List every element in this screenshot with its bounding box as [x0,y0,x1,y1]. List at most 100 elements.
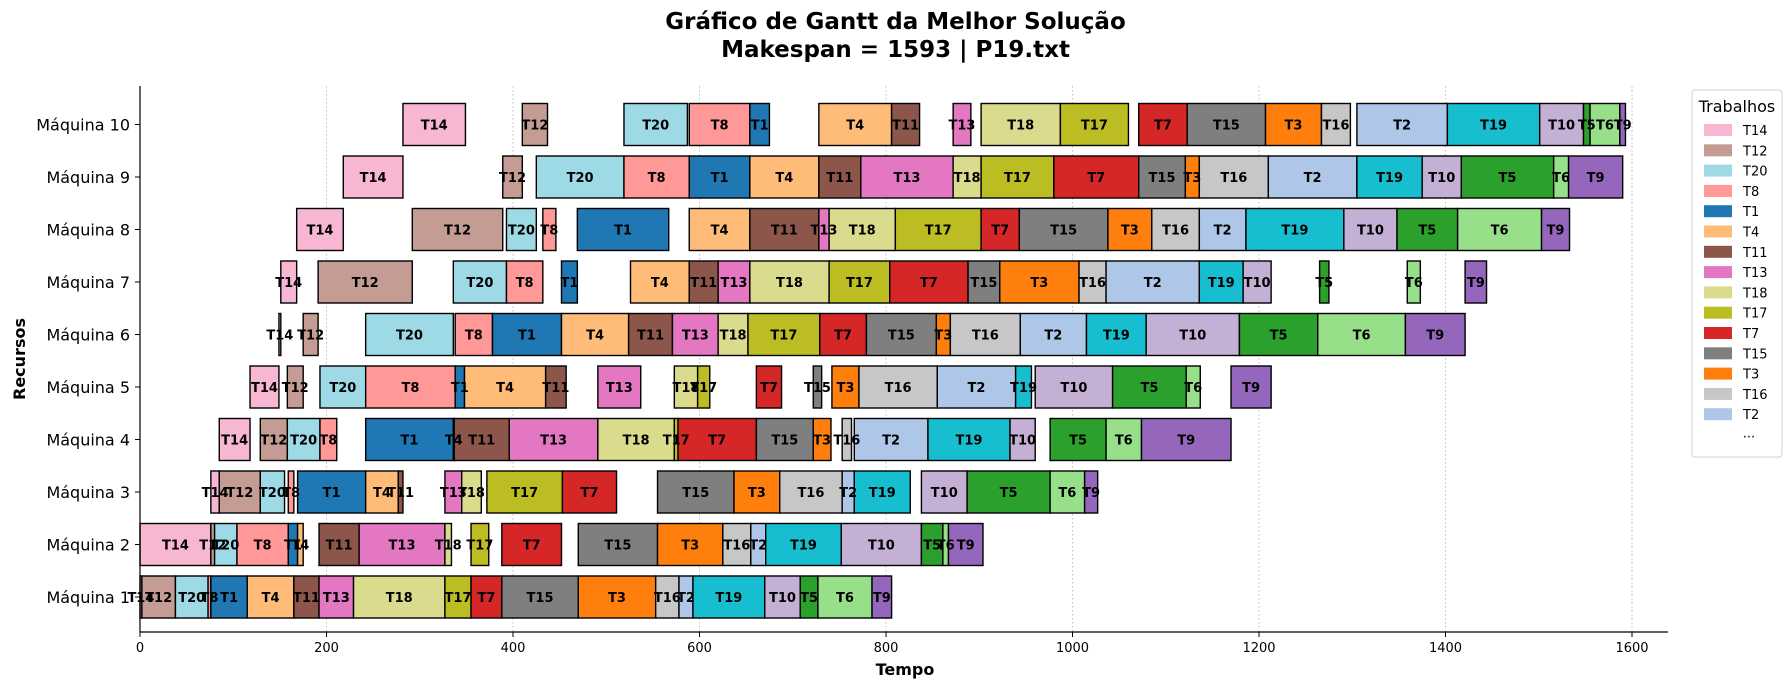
bar-label: T7 [1087,171,1105,186]
gantt-bar-t8 [319,417,338,462]
bar-label: T1 [614,224,632,239]
bar-label: T16 [654,591,681,606]
bar-label: T12 [352,276,379,291]
gantt-bar-t4 [749,155,820,199]
gantt-bar-t19 [692,575,766,619]
bar-label: T4 [445,434,463,449]
gantt-bar-t14 [402,102,467,147]
gantt-bar-t10 [1242,260,1272,304]
bar-label: T14 [221,434,248,449]
legend-label: T13 [1742,266,1767,281]
bar-label: T19 [1010,381,1037,396]
gantt-bar-t18 [952,155,982,199]
bar-label: T11 [293,591,320,606]
bar-label: T16 [1322,119,1349,134]
bar-label: T3 [836,381,854,396]
bar-label: T9 [1242,381,1260,396]
bar-label: T9 [1177,434,1195,449]
bar-label: T14 [275,276,302,291]
bar-label: T3 [748,486,766,501]
bar-label: T18 [386,591,413,606]
y-tick-label: Máquina 6 [46,326,130,345]
gantt-bar-t6 [1049,470,1086,514]
gantt-bar-t8 [505,260,544,304]
gantt-bar-t11 [544,365,567,409]
gantt-bar-t17 [1059,102,1130,147]
gantt-bar-t19 [1245,207,1345,252]
bar-label: T18 [1007,119,1034,134]
gantt-bar-t14 [342,155,404,199]
bar-label: T5 [1140,381,1158,396]
gantt-bar-t15 [656,470,735,514]
bar-label: T5 [1315,276,1333,291]
bar-label: T12 [226,486,253,501]
bar-label: T4 [651,276,669,291]
y-tick-label: Máquina 3 [46,483,130,502]
legend-swatch-t15 [1704,347,1732,360]
bar-label: T19 [1103,329,1130,344]
bar-label: T13 [323,591,350,606]
bar-label: T3 [1121,224,1139,239]
gantt-bar-t1 [210,575,248,619]
y-tick-label: Máquina 1 [46,588,130,607]
bar-label: T18 [720,329,747,344]
gantt-bar-t10 [1343,207,1398,252]
bar-label: T11 [326,539,353,554]
bar-label: T11 [387,486,414,501]
bar-label: T5 [923,539,941,554]
bar-label: T11 [468,434,495,449]
y-tick-label: Máquina 4 [46,431,130,450]
bar-label: T2 [1393,119,1411,134]
legend-label: T16 [1742,388,1767,403]
bar-label: T20 [329,381,356,396]
bar-label: T9 [957,539,975,554]
bar-label: T13 [440,486,467,501]
bar-label: T16 [1079,276,1106,291]
legend-swatch-t16 [1704,387,1732,400]
bar-label: T17 [846,276,873,291]
gantt-bar-t3 [733,470,781,514]
legend-swatch-t1 [1704,205,1732,218]
bar-label: T2 [677,591,695,606]
bar-label: T8 [319,434,337,449]
bar-label: T3 [1183,171,1201,186]
gantt-bar-t11 [293,575,320,619]
bar-label: T19 [1480,119,1507,134]
gantt-bar-t15 [577,522,659,567]
bar-label: T10 [1009,434,1036,449]
gantt-bar-t9 [1540,207,1571,252]
gantt-bar-t13 [671,312,719,357]
chart-title-line-1: Gráfico de Gantt da Melhor Solução [665,9,1126,35]
gantt-bar-t12 [502,155,524,199]
bar-label: T9 [1587,171,1605,186]
bar-label: T14 [266,329,293,344]
bar-label: T2 [1044,329,1062,344]
gantt-bar-t16 [1198,155,1270,199]
bar-label: T1 [284,539,302,554]
gantt-bar-t7 [501,522,563,567]
bar-label: T1 [751,119,769,134]
gantt-bar-t4 [246,575,295,619]
gantt-bar-t1 [749,102,771,147]
bar-label: T20 [396,329,423,344]
bar-label: T10 [1428,171,1455,186]
gantt-bar-t14 [249,365,280,409]
gantt-bar-t17 [828,260,891,304]
bar-label: T8 [540,224,558,239]
gantt-bar-t10 [1009,417,1036,462]
bar-label: T16 [1162,224,1189,239]
x-tick-label: 1200 [1242,641,1275,656]
gantt-bar-t1 [560,260,579,304]
gantt-bar-t18 [352,575,446,619]
bar-label: T14 [127,591,154,606]
bar-label: T19 [869,486,896,501]
legend-swatch-t4 [1704,225,1732,238]
x-tick-label: 0 [136,641,144,656]
gantt-bar-t12 [317,260,413,304]
bar-label: T7 [523,539,541,554]
gantt-bar-t7 [755,365,783,409]
bar-label: T19 [1376,171,1403,186]
bar-label: T1 [451,381,469,396]
gantt-bar-t3 [999,260,1080,304]
gantt-bar-t10 [1421,155,1463,199]
